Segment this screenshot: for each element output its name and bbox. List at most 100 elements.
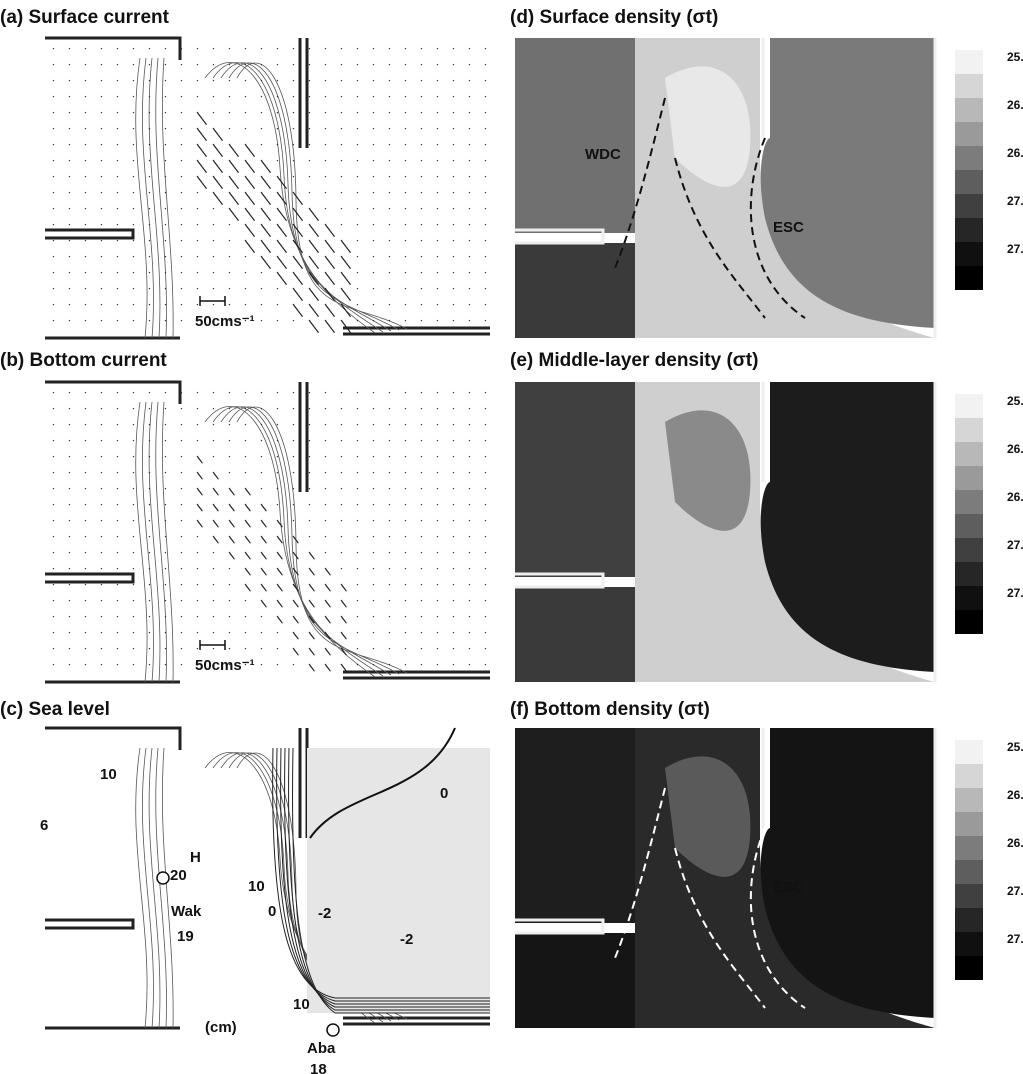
- arrow: [405, 488, 406, 489]
- arrow: [245, 176, 255, 189]
- arrow: [309, 408, 310, 409]
- arrow: [181, 456, 182, 457]
- arrow: [437, 456, 438, 457]
- arrow: [341, 128, 342, 129]
- arrow: [405, 80, 406, 81]
- arrow: [485, 552, 486, 553]
- arrow: [341, 408, 342, 409]
- arrow: [117, 272, 118, 273]
- arrow: [213, 472, 218, 479]
- arrow: [133, 80, 134, 81]
- arrow: [325, 536, 326, 537]
- arrow: [53, 456, 54, 457]
- arrow: [149, 584, 150, 585]
- arrow: [245, 224, 255, 237]
- arrow: [245, 440, 246, 441]
- arrow: [197, 472, 202, 479]
- arrow: [485, 408, 486, 409]
- arrow: [389, 96, 390, 97]
- arrow: [53, 80, 54, 81]
- arrow: [117, 48, 118, 49]
- arrow: [69, 80, 70, 81]
- arrow: [341, 192, 342, 193]
- arrow: [325, 520, 326, 521]
- arrow: [165, 488, 166, 489]
- arrow: [117, 96, 118, 97]
- arrow: [101, 80, 102, 81]
- arrow: [53, 224, 54, 225]
- arrow: [341, 520, 342, 521]
- arrow: [277, 520, 282, 527]
- arrow: [405, 456, 406, 457]
- arrow: [485, 176, 486, 177]
- arrow: [325, 664, 330, 671]
- arrow: [325, 584, 330, 591]
- arrow: [437, 504, 438, 505]
- arrow: [325, 240, 335, 253]
- arrow: [469, 160, 470, 161]
- arrow: [469, 584, 470, 585]
- arrow: [293, 424, 294, 425]
- arrow: [325, 424, 326, 425]
- arrow: [181, 176, 182, 177]
- arrow: [341, 616, 346, 623]
- arrow: [165, 440, 166, 441]
- arrow: [53, 488, 54, 489]
- arrow: [485, 256, 486, 257]
- contour: [142, 58, 153, 338]
- arrow: [485, 472, 486, 473]
- arrow: [261, 600, 266, 607]
- arrow: [373, 440, 374, 441]
- arrow: [437, 176, 438, 177]
- arrow: [421, 288, 422, 289]
- coast: [300, 728, 307, 838]
- arrow: [213, 504, 218, 511]
- arrow: [469, 80, 470, 81]
- arrow: [101, 112, 102, 113]
- arrow: [277, 64, 278, 65]
- arrow: [245, 520, 250, 527]
- arrow: [101, 584, 102, 585]
- arrow: [437, 536, 438, 537]
- scale-bar: [200, 640, 225, 650]
- arrow: [197, 440, 198, 441]
- arrow: [421, 160, 422, 161]
- arrow: [197, 176, 207, 189]
- arrow: [373, 392, 374, 393]
- arrow: [373, 112, 374, 113]
- arrow: [165, 504, 166, 505]
- arrow: [213, 616, 214, 617]
- arrow: [229, 424, 230, 425]
- arrow: [485, 632, 486, 633]
- arrow: [261, 392, 262, 393]
- arrow: [453, 80, 454, 81]
- arrow: [405, 304, 406, 305]
- arrow: [261, 128, 262, 129]
- arrow: [309, 392, 310, 393]
- arrow: [341, 536, 342, 537]
- arrow: [389, 224, 390, 225]
- arrow: [165, 96, 166, 97]
- region-label: WDC: [585, 146, 621, 163]
- arrow: [405, 64, 406, 65]
- arrow: [261, 144, 262, 145]
- arrow: [69, 616, 70, 617]
- colorbar-level: [955, 562, 983, 586]
- sea-southwest: [515, 243, 635, 338]
- contour-label: 10: [293, 996, 310, 1013]
- arrow: [389, 208, 390, 209]
- arrow: [165, 112, 166, 113]
- arrow: [373, 504, 374, 505]
- arrow: [117, 584, 118, 585]
- arrow: [261, 568, 266, 575]
- arrow: [389, 488, 390, 489]
- arrow: [197, 48, 198, 49]
- arrow: [453, 112, 454, 113]
- arrow: [53, 48, 54, 49]
- arrow: [181, 472, 182, 473]
- arrow: [357, 288, 358, 289]
- arrow: [405, 176, 406, 177]
- arrow: [277, 160, 278, 161]
- arrow: [373, 160, 374, 161]
- arrow: [53, 64, 54, 65]
